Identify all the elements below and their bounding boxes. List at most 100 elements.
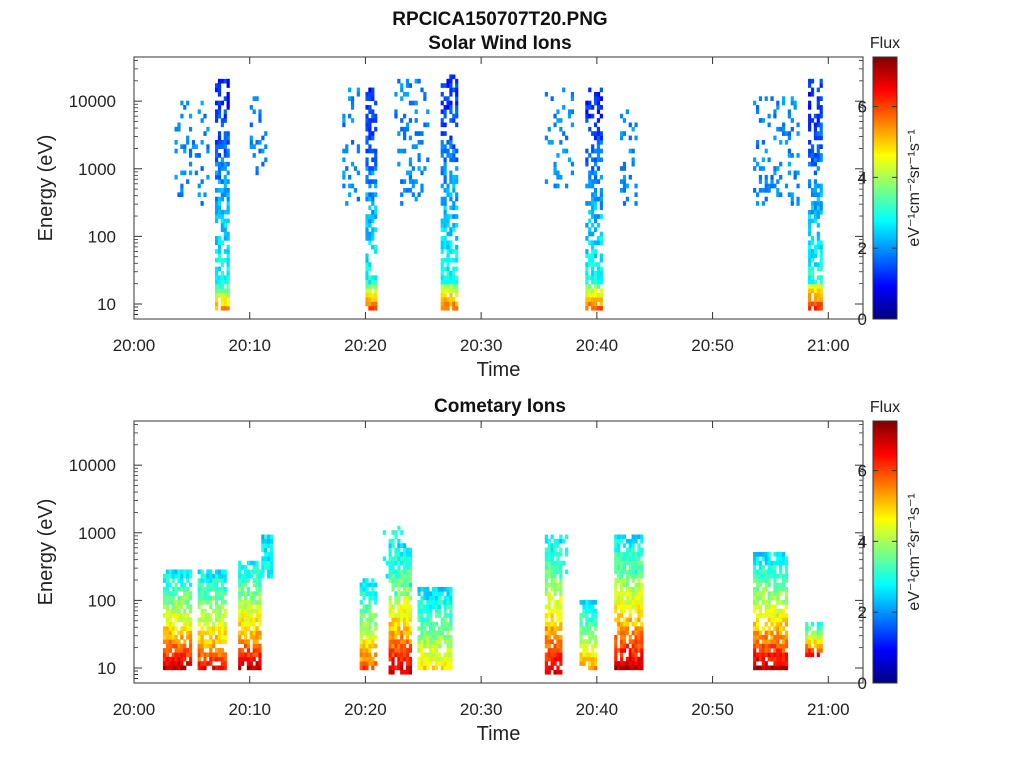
flux-cell	[810, 621, 815, 627]
flux-cell	[813, 135, 818, 141]
flux-cell	[414, 78, 418, 84]
flux-cell	[217, 83, 222, 88]
flux-cell	[819, 257, 823, 263]
flux-cell	[258, 148, 262, 154]
flux-cell	[446, 604, 450, 610]
flux-cell	[813, 643, 818, 649]
flux-cell	[359, 617, 363, 623]
flux-cell	[220, 166, 224, 171]
flux-cell	[588, 634, 592, 640]
flux-cell	[631, 148, 635, 154]
flux-cell	[220, 227, 224, 232]
flux-cell	[753, 560, 757, 566]
flux-cell	[223, 192, 227, 198]
flux-cell	[365, 270, 369, 276]
flux-cell	[168, 639, 172, 644]
flux-cell	[784, 656, 789, 662]
flux-cell	[365, 262, 369, 267]
flux-cell	[252, 578, 256, 583]
flux-cell	[758, 560, 763, 566]
flux-cell	[426, 621, 430, 627]
flux-cell	[241, 582, 245, 588]
flux-cell	[255, 569, 259, 575]
flux-cell	[362, 665, 366, 671]
flux-cell	[365, 148, 369, 154]
flux-cell	[417, 131, 421, 136]
flux-cell	[449, 139, 453, 145]
flux-cell	[779, 621, 783, 627]
flux-cell	[374, 279, 378, 285]
flux-cell	[215, 113, 219, 119]
flux-cell	[565, 569, 569, 575]
flux-cell	[174, 604, 178, 610]
flux-cell	[805, 630, 809, 636]
flux-cell	[174, 600, 178, 605]
flux-cell	[215, 292, 219, 298]
flux-cell	[388, 652, 392, 658]
flux-cell	[782, 573, 786, 579]
flux-cell	[400, 148, 404, 154]
flux-cell	[408, 174, 413, 180]
flux-cell	[215, 613, 219, 618]
flux-cell	[455, 109, 459, 115]
flux-cell	[388, 547, 392, 553]
flux-cell	[220, 192, 224, 198]
colorbar-tick-label: 4	[858, 168, 867, 187]
flux-cell	[813, 183, 818, 189]
flux-cell	[177, 595, 181, 601]
flux-cell	[753, 643, 757, 649]
flux-cell	[365, 179, 369, 184]
flux-cell	[808, 257, 812, 263]
flux-cell	[559, 552, 563, 557]
flux-cell	[391, 656, 395, 662]
flux-cell	[440, 144, 444, 149]
flux-cell	[770, 617, 774, 623]
flux-cell	[640, 656, 644, 662]
flux-cell	[186, 634, 190, 640]
flux-cell	[631, 604, 635, 610]
flux-cell	[165, 630, 170, 636]
flux-cell	[371, 87, 375, 93]
flux-cell	[165, 604, 170, 610]
flux-cell	[203, 578, 207, 583]
flux-cell	[553, 652, 557, 658]
flux-cell	[559, 600, 563, 605]
flux-cell	[388, 552, 392, 557]
flux-cell	[599, 188, 603, 193]
flux-cell	[220, 656, 224, 662]
flux-cell	[162, 591, 167, 596]
flux-cell	[241, 586, 245, 592]
flux-cell	[547, 630, 551, 636]
flux-cell	[614, 556, 618, 562]
flux-cell	[614, 648, 618, 653]
flux-cell	[241, 661, 245, 666]
flux-cell	[440, 118, 444, 123]
flux-cell	[784, 652, 789, 658]
flux-cell	[168, 621, 172, 627]
flux-cell	[591, 613, 595, 618]
flux-cell	[779, 648, 783, 653]
flux-cell	[443, 621, 447, 627]
flux-cell	[350, 139, 355, 145]
flux-cell	[617, 573, 621, 579]
flux-cell	[816, 231, 820, 237]
flux-cell	[446, 270, 450, 276]
flux-cell	[620, 613, 624, 618]
flux-cell	[634, 569, 638, 575]
flux-cell	[440, 240, 444, 246]
flux-cell	[177, 586, 181, 592]
flux-cell	[764, 586, 768, 592]
flux-cell	[434, 600, 439, 605]
flux-cell	[559, 538, 563, 544]
flux-cell	[782, 552, 786, 557]
flux-cell	[249, 608, 253, 614]
flux-cell	[423, 591, 427, 596]
flux-cell	[403, 648, 407, 653]
flux-cell	[446, 218, 450, 224]
flux-cell	[816, 144, 820, 149]
flux-cell	[446, 648, 450, 653]
flux-cell	[544, 669, 548, 675]
flux-cell	[215, 240, 219, 246]
flux-cell	[217, 188, 222, 193]
flux-cell	[206, 617, 210, 623]
